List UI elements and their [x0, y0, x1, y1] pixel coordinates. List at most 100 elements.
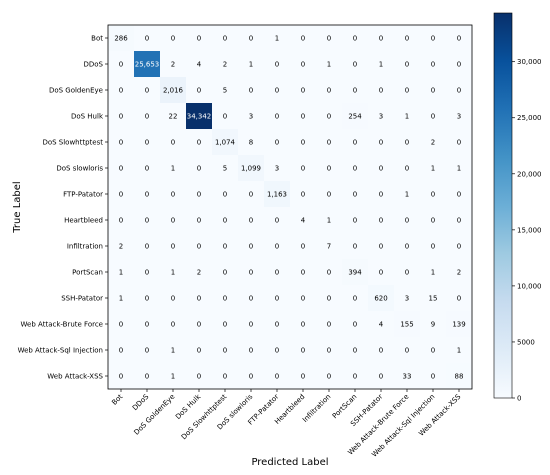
cell-value-label: 2 — [171, 61, 175, 69]
y-tick-label: Heartbleed — [64, 217, 103, 225]
cell-value-label: 0 — [301, 139, 305, 147]
cell-value-label: 2 — [119, 243, 123, 251]
cell-value-label: 0 — [275, 243, 279, 251]
cell-value-label: 0 — [249, 295, 253, 303]
cell-value-label: 0 — [327, 347, 331, 355]
heatmap-cell — [186, 337, 213, 364]
cell-value-label: 0 — [457, 35, 461, 43]
cell-value-label: 0 — [431, 87, 435, 95]
heatmap-cell — [160, 25, 187, 52]
heatmap-cell — [238, 233, 265, 260]
cell-value-label: 0 — [275, 61, 279, 69]
heatmap-cell — [446, 259, 473, 286]
heatmap-cell — [134, 311, 161, 338]
heatmap-cell — [108, 103, 135, 130]
cell-value-label: 1 — [171, 269, 175, 277]
cell-value-label: 394 — [348, 269, 362, 277]
heatmap-cell — [212, 181, 239, 208]
heatmap-cell — [212, 285, 239, 312]
heatmap-cells — [108, 25, 473, 390]
cell-value-label: 0 — [249, 347, 253, 355]
cell-value-label: 0 — [197, 87, 201, 95]
y-tick-label: Infiltration — [67, 243, 103, 251]
cell-value-label: 0 — [353, 87, 357, 95]
heatmap-cell — [134, 181, 161, 208]
heatmap-cell — [238, 103, 265, 130]
cell-value-label: 2 — [197, 269, 201, 277]
heatmap-cell — [420, 285, 447, 312]
cell-value-label: 0 — [327, 165, 331, 173]
cell-value-label: 0 — [223, 243, 227, 251]
cell-value-label: 2 — [431, 139, 435, 147]
heatmap-cell — [264, 259, 291, 286]
cell-value-label: 0 — [379, 139, 383, 147]
heatmap-cell — [290, 207, 317, 234]
heatmap-cell — [290, 285, 317, 312]
heatmap-cell — [446, 25, 473, 52]
cell-value-label: 4 — [301, 217, 306, 225]
cell-value-label: 0 — [275, 373, 279, 381]
cell-value-label: 0 — [197, 191, 201, 199]
cell-value-label: 0 — [301, 321, 305, 329]
heatmap-cell — [316, 155, 343, 182]
heatmap-cell — [368, 103, 395, 130]
cell-value-label: 88 — [455, 373, 464, 381]
heatmap-cell — [420, 77, 447, 104]
heatmap-cell — [368, 129, 395, 156]
heatmap-cell — [186, 103, 213, 130]
colorbar-tick-label: 30,000 — [517, 58, 542, 66]
heatmap-cell — [160, 51, 187, 78]
y-tick-label: FTP-Patator — [63, 191, 103, 199]
heatmap-cell — [290, 129, 317, 156]
heatmap-cell — [238, 25, 265, 52]
heatmap-cell — [342, 259, 369, 286]
heatmap-cell — [134, 25, 161, 52]
cell-value-label: 0 — [353, 61, 357, 69]
heatmap-cell — [446, 77, 473, 104]
cell-value-label: 0 — [379, 243, 383, 251]
cell-value-label: 0 — [405, 139, 409, 147]
cell-value-label: 0 — [431, 217, 435, 225]
cell-value-label: 0 — [301, 165, 305, 173]
cell-value-label: 0 — [197, 139, 201, 147]
cell-value-label: 3 — [249, 113, 253, 121]
cell-value-label: 0 — [457, 243, 461, 251]
x-tick-label: Bot — [110, 393, 124, 407]
colorbar-tick-label: 10,000 — [517, 282, 542, 290]
y-tick-label: DoS Slowhttptest — [42, 139, 103, 147]
y-tick-label: DoS GoldenEye — [49, 87, 103, 95]
cell-value-label: 0 — [301, 87, 305, 95]
heatmap-cell — [212, 155, 239, 182]
cell-value-label: 1,074 — [215, 139, 236, 147]
cell-value-label: 0 — [197, 243, 201, 251]
cell-value-label: 0 — [223, 347, 227, 355]
heatmap-cell — [394, 311, 421, 338]
cell-value-label: 0 — [301, 373, 305, 381]
cell-value-label: 1 — [119, 295, 123, 303]
heatmap-cell — [420, 363, 447, 390]
heatmap-cell — [238, 337, 265, 364]
heatmap-cell — [108, 25, 135, 52]
heatmap-cell — [316, 363, 343, 390]
cell-value-label: 0 — [119, 139, 123, 147]
cell-value-label: 0 — [353, 165, 357, 173]
heatmap-cell — [342, 337, 369, 364]
cell-value-label: 1 — [119, 269, 123, 277]
cell-value-label: 0 — [431, 243, 435, 251]
cell-value-label: 3 — [379, 113, 383, 121]
heatmap-cell — [238, 77, 265, 104]
x-axis-label: Predicted Label — [251, 457, 328, 468]
heatmap-cell — [394, 337, 421, 364]
heatmap-cell — [212, 311, 239, 338]
cell-value-label: 0 — [353, 139, 357, 147]
heatmap-cell — [264, 25, 291, 52]
cell-value-label: 0 — [353, 217, 357, 225]
cell-value-label: 0 — [457, 87, 461, 95]
cell-value-label: 0 — [301, 347, 305, 355]
y-tick-label: PortScan — [72, 269, 103, 277]
heatmap-cell — [264, 337, 291, 364]
heatmap-cell — [238, 207, 265, 234]
heatmap-cell — [186, 285, 213, 312]
cell-value-label: 0 — [327, 139, 331, 147]
